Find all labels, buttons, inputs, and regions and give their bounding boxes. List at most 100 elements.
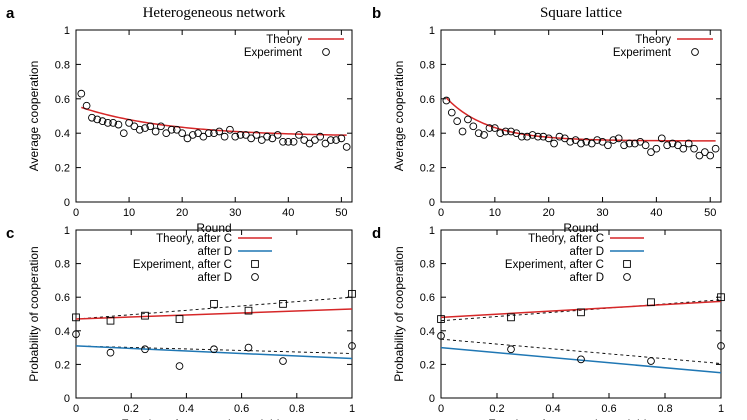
experiment-point [300, 136, 309, 144]
x-tick-label: 10 [489, 207, 501, 219]
experiment-point [636, 137, 645, 146]
y-tick-label: 1 [429, 225, 435, 237]
experiment-point-after-d [577, 355, 585, 364]
y-tick-label: 0.6 [420, 94, 435, 106]
panel-label: c [6, 225, 14, 242]
experiment-point [577, 139, 585, 148]
y-tick-label: 0 [64, 197, 70, 209]
experiment-point [684, 139, 693, 148]
experiment-point [194, 129, 202, 138]
experiment-point [135, 125, 144, 134]
experiment-point [109, 119, 118, 127]
panel-label: b [372, 5, 381, 22]
experiment-point-after-d [437, 331, 445, 340]
experiment-point [706, 151, 715, 160]
experiment-point [162, 129, 171, 138]
experiment-point-after-d [175, 362, 184, 370]
experiment-point [582, 137, 591, 146]
x-axis-label: Round [563, 221, 598, 235]
y-tick-label: 0.6 [55, 292, 70, 304]
fit-line-after-d [75, 345, 353, 354]
experiment-point [332, 136, 340, 144]
legend-marker-experiment-d [623, 273, 631, 281]
x-tick-label: 0 [438, 207, 444, 219]
y-tick-label: 0 [429, 393, 435, 405]
theory-line [445, 97, 716, 142]
experiment-point [130, 122, 139, 131]
experiment-point [490, 124, 499, 132]
experiment-point-after-c [72, 313, 80, 322]
experiment-point-after-d [106, 348, 115, 357]
experiment-point [614, 134, 623, 143]
experiment-point-after-c [279, 300, 287, 308]
experiment-point [598, 137, 607, 146]
experiment-point [700, 148, 709, 156]
x-tick-label: 1 [349, 403, 355, 415]
experiment-point [305, 139, 314, 148]
experiment-point [674, 141, 682, 150]
experiment-point [188, 131, 197, 139]
x-tick-label: 40 [282, 207, 294, 219]
legend-label-theory-d: after D [197, 246, 232, 258]
experiment-point-after-d [72, 330, 80, 339]
x-tick-label: 50 [335, 207, 347, 219]
experiment-point-after-c [244, 306, 253, 315]
experiment-point [679, 144, 688, 153]
experiment-point [98, 117, 107, 126]
experiment-point [125, 119, 133, 127]
experiment-point [263, 132, 271, 141]
experiment-point [321, 139, 330, 148]
fit-line-after-c [440, 299, 722, 322]
legend-label-theory: Theory [635, 34, 671, 46]
theory-line-after-c [440, 300, 722, 319]
experiment-point [210, 129, 218, 138]
experiment-point [464, 115, 472, 124]
plot-frame [440, 229, 722, 399]
experiment-point [310, 136, 319, 144]
experiment-point-after-c [210, 300, 218, 308]
experiment-point [103, 119, 112, 127]
experiment-point [512, 129, 521, 138]
y-tick-label: 0 [64, 393, 70, 405]
experiment-point [247, 134, 256, 143]
y-tick-label: 0.2 [55, 163, 70, 175]
experiment-point [593, 136, 602, 144]
y-tick-label: 0.4 [420, 128, 435, 140]
x-tick-label: 0 [73, 403, 79, 415]
experiment-point [657, 134, 666, 143]
experiment-point [257, 136, 266, 144]
y-tick-label: 0.8 [55, 59, 70, 71]
panel-label: a [6, 5, 15, 22]
experiment-point [630, 139, 639, 148]
fit-line-after-c [75, 296, 353, 320]
x-tick-label: 20 [176, 207, 188, 219]
legend-label-theory-c: Theory, after C [528, 233, 604, 245]
experiment-point-after-c [507, 313, 515, 322]
experiment-point [114, 120, 123, 129]
legend-label-experiment-c: Experiment, after C [505, 259, 604, 271]
experiment-point-after-c [348, 289, 356, 298]
panel-d: 0 0.2 0.4 0.6 0.8 1 0 0.2 0.4 0.6 0.8 1 Fraction of … [372, 225, 725, 420]
x-tick-label: 0 [73, 207, 79, 219]
x-tick-label: 0.8 [657, 403, 672, 415]
y-tick-label: 0.8 [420, 59, 435, 71]
x-tick-label: 0.4 [179, 403, 194, 415]
experiment-point [337, 134, 346, 143]
experiment-point [517, 132, 526, 141]
experiment-point-after-d [507, 345, 515, 354]
x-tick-label: 20 [543, 207, 555, 219]
legend-label-theory-d: after D [569, 246, 604, 258]
experiment-point [226, 125, 234, 134]
x-tick-label: 0.2 [124, 403, 139, 415]
legend-marker-experiment-d [251, 273, 259, 281]
x-tick-label: 0.2 [489, 403, 504, 415]
experiment-point [316, 132, 325, 141]
y-tick-label: 0 [429, 197, 435, 209]
y-tick-label: 0.2 [55, 359, 70, 371]
x-tick-label: 0.4 [545, 403, 560, 415]
legend-label-theory-c: Theory, after C [156, 233, 232, 245]
experiment-point [183, 134, 192, 143]
experiment-point [609, 136, 618, 144]
legend-marker-experiment-c [251, 260, 259, 268]
experiment-point-after-c [577, 308, 585, 317]
